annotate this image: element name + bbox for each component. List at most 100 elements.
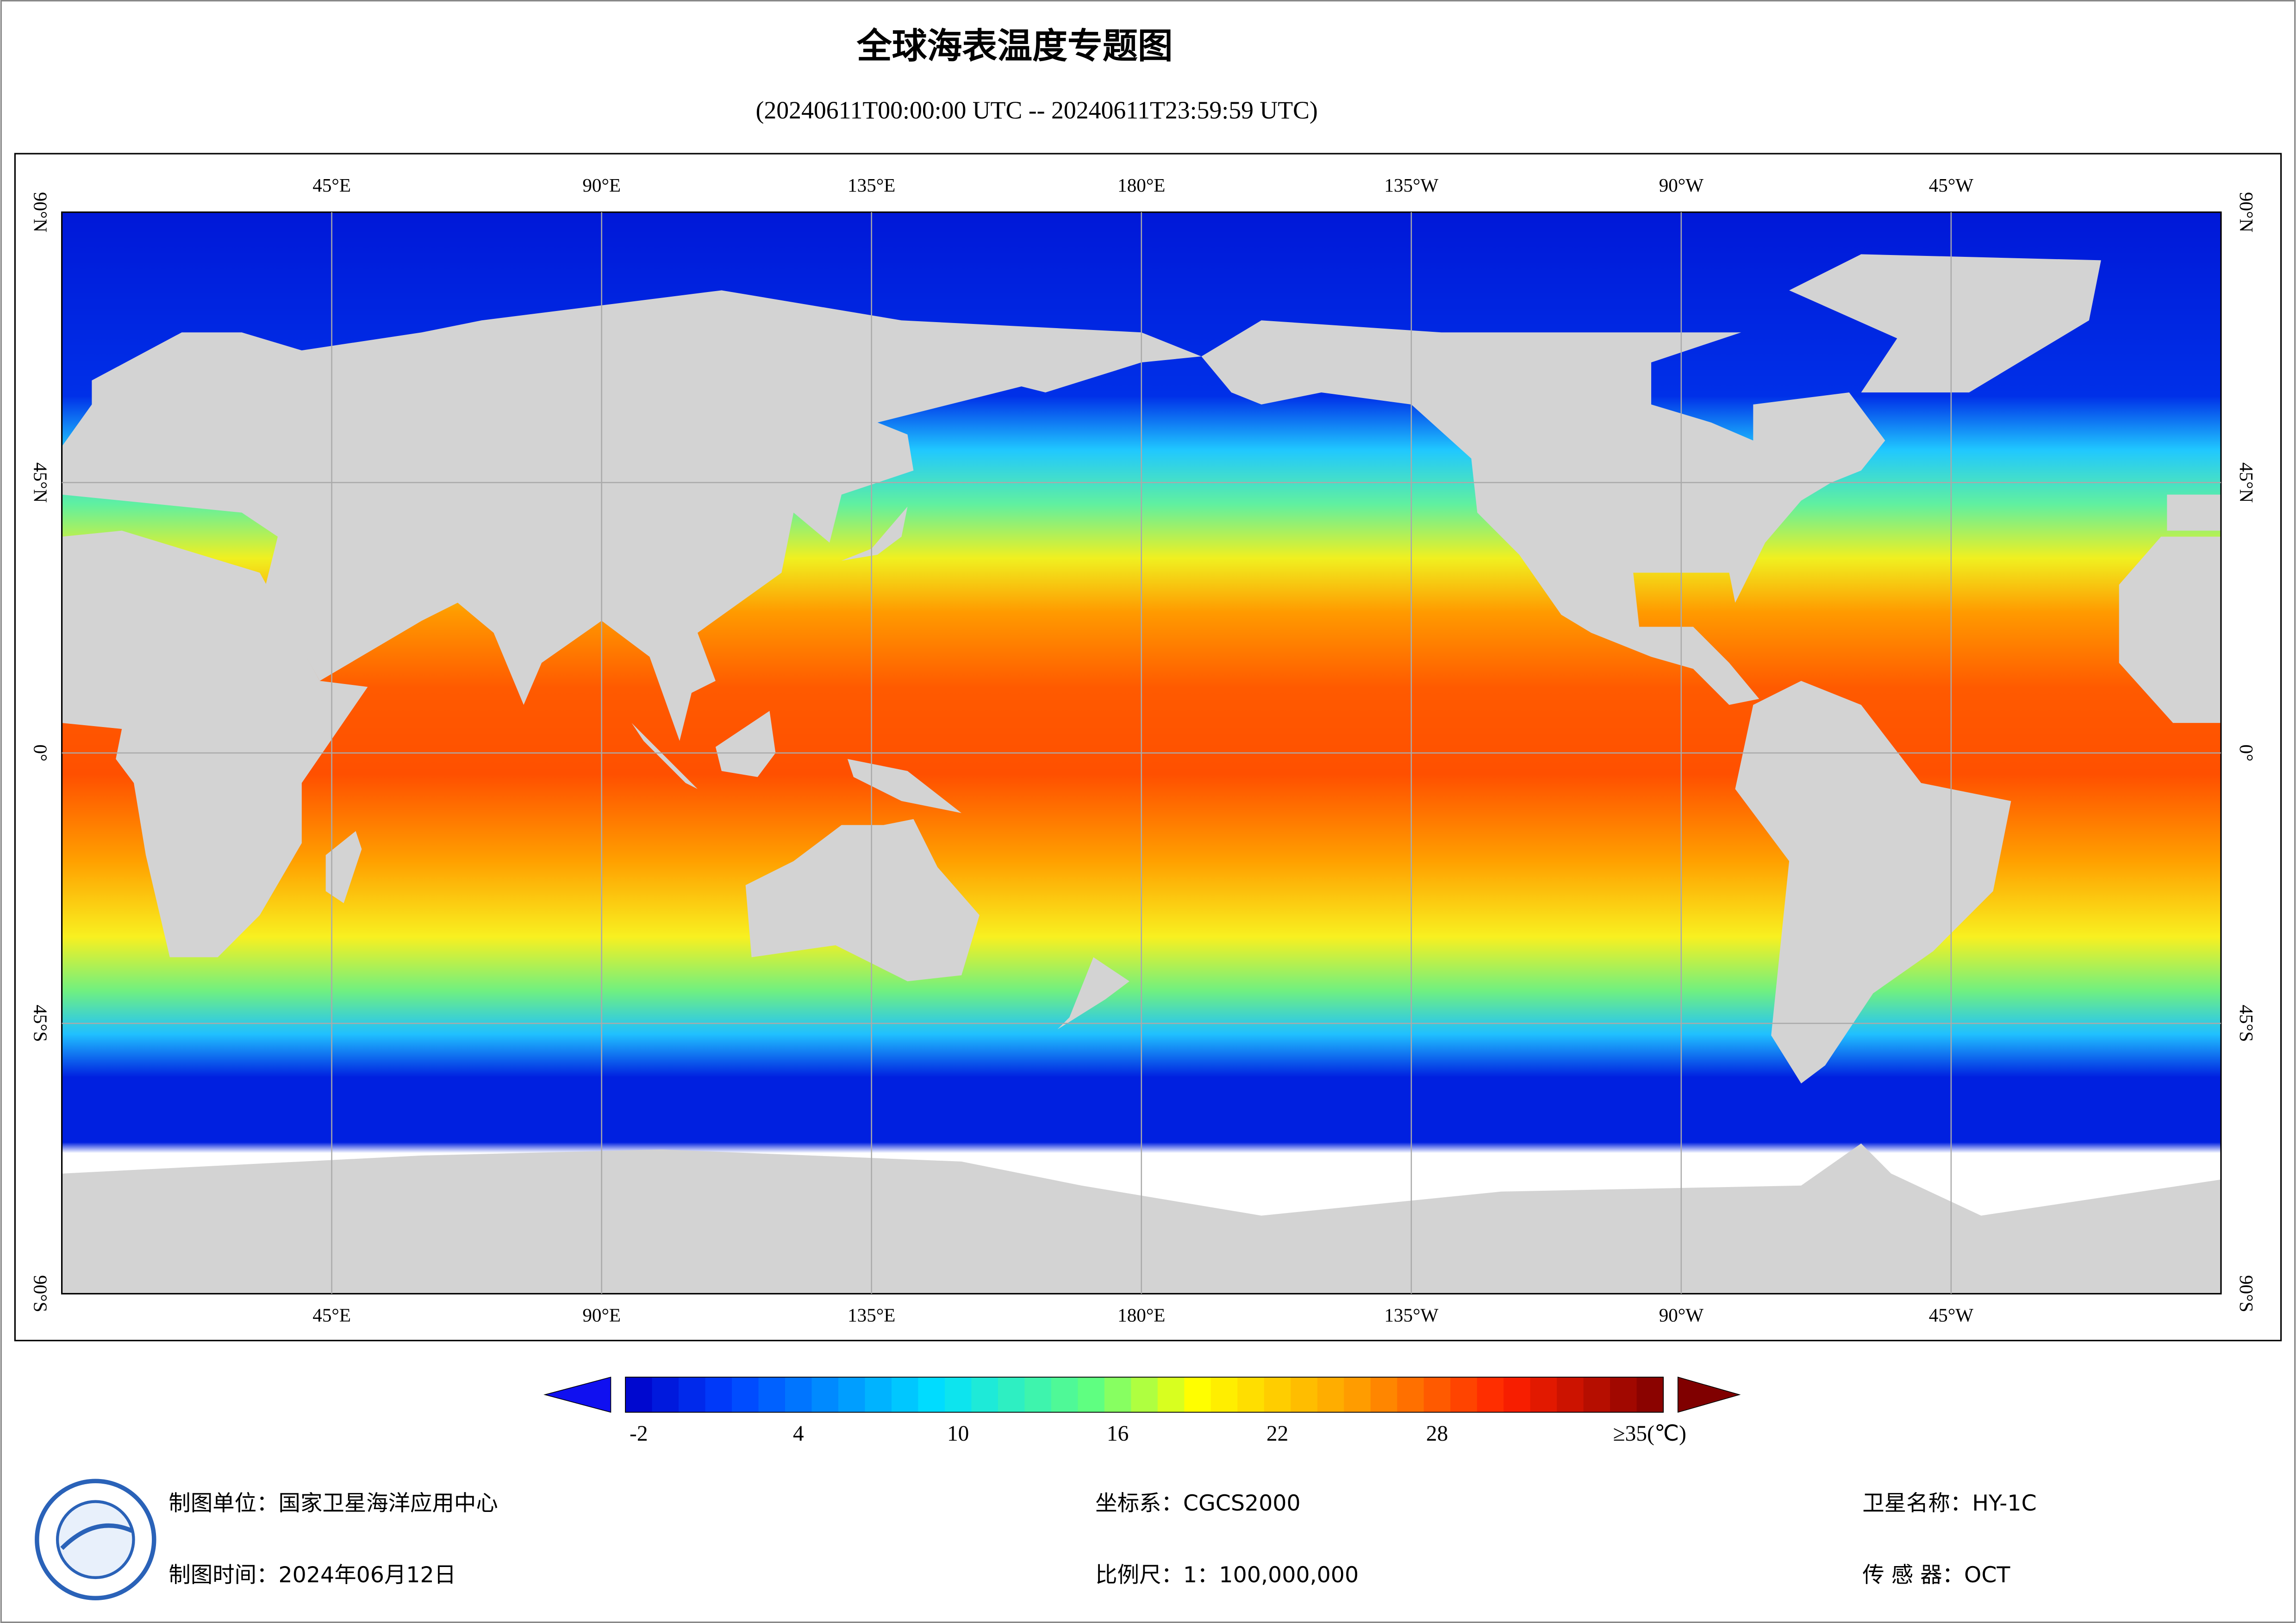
land xyxy=(2119,536,2221,723)
lon-label-bottom: 45°E xyxy=(312,1305,351,1326)
lat-label-right: 45°N xyxy=(2236,462,2257,503)
map-unit: 制图单位：国家卫星海洋应用中心 xyxy=(168,1491,498,1516)
lon-label-bottom: 90°E xyxy=(582,1305,621,1326)
lon-label-bottom: 180°E xyxy=(1117,1305,1165,1326)
colorbar: -2 4 10 16 22 28 ≥35(℃) xyxy=(625,1376,1686,1446)
colorbar-cell xyxy=(758,1377,786,1412)
lon-label-bottom: 45°W xyxy=(1929,1305,1974,1326)
colorbar-cell xyxy=(838,1377,866,1412)
lon-label-top: 45°W xyxy=(1929,174,1974,196)
colorbar-cell xyxy=(1636,1377,1664,1412)
lon-label-top: 90°E xyxy=(582,174,621,196)
lon-label-bottom: 135°W xyxy=(1384,1305,1438,1326)
lat-label-left: 45°S xyxy=(30,1005,51,1042)
colorbar-cell xyxy=(1450,1377,1478,1412)
land xyxy=(631,723,698,789)
colorbar-cell xyxy=(1291,1377,1318,1412)
colorbar-cell xyxy=(1477,1377,1504,1412)
logo xyxy=(35,1479,156,1600)
land xyxy=(62,290,1202,741)
map-scale: 比例尺：1：100,000,000 xyxy=(1095,1562,1359,1588)
colorbar-cell xyxy=(1423,1377,1451,1412)
land xyxy=(847,759,962,813)
colorbar-cell xyxy=(1317,1377,1345,1412)
land xyxy=(1789,254,2101,393)
lat-label-left: 0° xyxy=(30,745,51,762)
colorbar-tick-label: 4 xyxy=(793,1422,804,1446)
lon-label-top: 180°E xyxy=(1117,174,1165,196)
colorbar-cell xyxy=(1078,1377,1105,1412)
lon-label-top: 135°E xyxy=(848,174,895,196)
lat-label-right: 0° xyxy=(2236,745,2257,762)
colorbar-cell xyxy=(1051,1377,1079,1412)
colorbar-cell xyxy=(625,1377,653,1412)
map-date: 制图时间：2024年06月12日 xyxy=(168,1562,456,1588)
colorbar-cell xyxy=(1237,1377,1265,1412)
lon-label-top: 90°W xyxy=(1659,174,1704,196)
colorbar-tick-label: -2 xyxy=(630,1422,648,1446)
colorbar-tick-label: 16 xyxy=(1107,1422,1129,1446)
colorbar-tick-label: 10 xyxy=(947,1422,969,1446)
land xyxy=(325,831,362,903)
colorbar-cell xyxy=(705,1377,732,1412)
colorbar-cell xyxy=(811,1377,839,1412)
colorbar-cell xyxy=(1344,1377,1371,1412)
colorbar-cell xyxy=(1131,1377,1158,1412)
lon-label-top: 45°E xyxy=(312,174,351,196)
colorbar-cell xyxy=(1104,1377,1132,1412)
colorbar-cell xyxy=(679,1377,706,1412)
land xyxy=(62,530,368,958)
colorbar-cell xyxy=(1583,1377,1611,1412)
colorbar-cell xyxy=(1370,1377,1398,1412)
lat-label-left: 45°N xyxy=(30,462,51,503)
colorbar-cell xyxy=(918,1377,945,1412)
subtitle: (20240611T00:00:00 UTC -- 20240611T23:59… xyxy=(756,96,1318,124)
colorbar-tick-label: 28 xyxy=(1426,1422,1448,1446)
lon-label-top: 135°W xyxy=(1384,174,1438,196)
colorbar-cell xyxy=(732,1377,759,1412)
land xyxy=(841,506,908,561)
colorbar-tick-label: 22 xyxy=(1267,1422,1288,1446)
land xyxy=(2167,494,2221,531)
colorbar-cell xyxy=(1264,1377,1292,1412)
lon-label-bottom: 90°W xyxy=(1659,1305,1704,1326)
colorbar-cell xyxy=(652,1377,679,1412)
coordinate-system: 坐标系：CGCS2000 xyxy=(1095,1491,1300,1516)
land xyxy=(715,711,776,777)
land xyxy=(1735,681,2011,1084)
lon-label-bottom: 135°E xyxy=(848,1305,895,1326)
lat-label-left: 90°N xyxy=(30,192,51,232)
colorbar-cell xyxy=(944,1377,972,1412)
colorbar-cell xyxy=(998,1377,1025,1412)
land xyxy=(745,819,980,982)
land xyxy=(1201,320,1885,705)
map-frame xyxy=(14,153,2282,1342)
colorbar-cell xyxy=(1557,1377,1584,1412)
logo-orbit xyxy=(60,1523,133,1550)
colorbar-cell xyxy=(1157,1377,1185,1412)
colorbar-cell xyxy=(1504,1377,1531,1412)
colorbar-border xyxy=(625,1376,1664,1413)
lat-label-right: 90°S xyxy=(2236,1275,2257,1312)
colorbar-cell xyxy=(891,1377,919,1412)
logo-globe xyxy=(56,1500,135,1579)
lat-label-left: 90°S xyxy=(30,1275,51,1312)
colorbar-under xyxy=(543,1376,611,1413)
colorbar-cell xyxy=(1210,1377,1238,1412)
colorbar-cell xyxy=(865,1377,892,1412)
colorbar-cell xyxy=(1024,1377,1052,1412)
colorbar-cell xyxy=(785,1377,812,1412)
lat-label-right: 45°S xyxy=(2236,1005,2257,1042)
satellite-name: 卫星名称：HY-1C xyxy=(1862,1491,2037,1516)
sensor-name: 传 感 器：OCT xyxy=(1862,1562,2010,1588)
colorbar-tick-label: ≥35(℃) xyxy=(1613,1422,1686,1446)
lat-label-right: 90°N xyxy=(2236,192,2257,232)
land xyxy=(1057,957,1129,1030)
title: 全球海表温度专题图 xyxy=(856,25,1173,66)
colorbar-over xyxy=(1677,1376,1741,1413)
colorbar-cell xyxy=(1610,1377,1637,1412)
colorbar-cell xyxy=(1530,1377,1558,1412)
colorbar-cell xyxy=(971,1377,998,1412)
